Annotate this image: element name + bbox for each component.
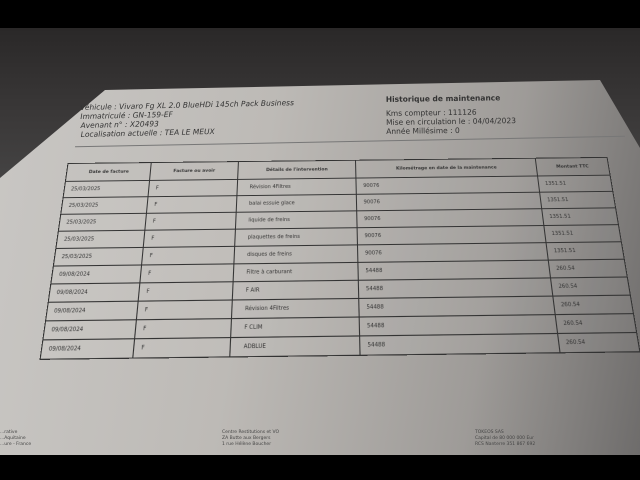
intervention-detail-cell: disques de freins	[233, 244, 359, 264]
footer-line: 1 rue Hélène Boucher	[222, 442, 272, 447]
intervention-detail-cell: Révision 4Filtres	[236, 178, 357, 196]
intervention-detail-cell: Révision 4Filtres	[231, 298, 360, 319]
invoice-date-cell: 09/08/2024	[40, 338, 136, 360]
amount-ttc-cell: 260.54	[552, 295, 634, 315]
amount-ttc-cell: 260.54	[555, 313, 637, 334]
footer-center: Centre Restitutions et VO ZA Butte aux B…	[222, 430, 279, 448]
column-header: Montant TTC	[535, 157, 611, 176]
invoice-date-cell: 09/08/2024	[42, 319, 137, 340]
intervention-detail-cell: liquide de freins	[235, 210, 358, 230]
mileage-cell: 54488	[358, 277, 553, 299]
mileage-cell: 90076	[357, 225, 547, 245]
maintenance-summary: Historique de maintenance Kms compteur :…	[386, 93, 516, 136]
footer-left: ...rative ...Aquitaine ...ure - France	[0, 430, 31, 448]
amount-ttc-cell: 1351.51	[543, 224, 622, 243]
amount-ttc-cell: 1351.51	[546, 241, 625, 261]
maintenance-table-wrap: Date de facture Facture ou avoir Détails d…	[39, 157, 640, 360]
invoice-date-cell: 25/03/2025	[60, 196, 149, 215]
invoice-date-cell: 09/08/2024	[50, 264, 143, 284]
footer-line: RCS Nanterre 351 867 692	[475, 442, 536, 447]
footer-line: Capital de 80 000 000 Eur	[475, 436, 535, 441]
invoice-type-cell: F	[138, 281, 233, 302]
intervention-detail-cell: ADBLUE	[229, 335, 361, 357]
mileage-cell: 54488	[359, 314, 558, 336]
amount-ttc-cell: 260.54	[557, 332, 640, 353]
invoice-type-cell: F	[133, 337, 231, 359]
footer-line: Centre Restitutions et VO	[222, 430, 280, 435]
model-year: Année Millésime : 0	[386, 125, 460, 136]
amount-ttc-cell: 1351.51	[539, 191, 616, 209]
maintenance-table: Date de facture Facture ou avoir Détails d…	[39, 157, 640, 360]
intervention-detail-cell: balai essuie glace	[235, 194, 358, 213]
intervention-detail-cell: F CLIM	[230, 317, 361, 338]
mileage-cell: 54488	[359, 296, 556, 318]
mileage-cell: 54488	[358, 260, 551, 281]
invoice-date-cell: 25/03/2025	[55, 230, 146, 249]
intervention-detail-cell: Filtre à carburant	[232, 262, 359, 282]
invoice-type-cell: F	[136, 300, 232, 320]
footer-line: ...Aquitaine	[0, 436, 26, 441]
column-header: Facture ou avoir	[149, 161, 239, 181]
invoice-date-cell: 25/03/2025	[58, 213, 147, 232]
column-header: Détails de l'intervention	[237, 160, 357, 180]
bottom-shadow	[0, 455, 640, 480]
invoice-type-cell: F	[140, 263, 234, 283]
mileage-cell: 90076	[357, 242, 549, 263]
footer-line: ZA Butte aux Bergers	[222, 436, 271, 441]
footer-line: ...rative	[0, 430, 18, 435]
amount-ttc-cell: 260.54	[550, 276, 631, 297]
amount-ttc-cell: 1351.51	[537, 175, 613, 193]
footer-line: ...ure - France	[0, 442, 32, 447]
invoice-date-cell: 09/08/2024	[48, 282, 141, 303]
amount-ttc-cell: 260.54	[548, 259, 628, 278]
intervention-detail-cell: F AIR	[231, 280, 360, 301]
column-header: Date de facture	[65, 162, 152, 182]
invoice-type-cell: F	[143, 229, 236, 248]
footer-right: TOKEOS SAS Capital de 80 000 000 Eur RCS…	[475, 430, 535, 448]
invoice-type-cell: F	[146, 195, 237, 214]
column-header: Kilométrage en date de la maintenance	[355, 158, 538, 179]
invoice-type-cell: F	[145, 212, 236, 231]
intervention-detail-cell: plaquettes de freins	[234, 227, 358, 247]
invoice-date-cell: 09/08/2024	[45, 301, 139, 321]
amount-ttc-cell: 1351.51	[541, 207, 619, 226]
footer-line: TOKEOS SAS	[475, 430, 504, 435]
invoice-type-cell: F	[142, 246, 235, 265]
invoice-date-cell: 25/03/2025	[53, 247, 144, 267]
invoice-type-cell: F	[135, 318, 232, 339]
invoice-type-cell: F	[148, 179, 238, 197]
invoice-date-cell: 25/03/2025	[63, 180, 150, 198]
document-title: Historique de maintenance	[385, 93, 501, 104]
vehicle-info: Véhicule : Vivaro Fg XL 2.0 BlueHDi 145c…	[80, 98, 295, 139]
mileage-cell: 54488	[360, 333, 561, 356]
